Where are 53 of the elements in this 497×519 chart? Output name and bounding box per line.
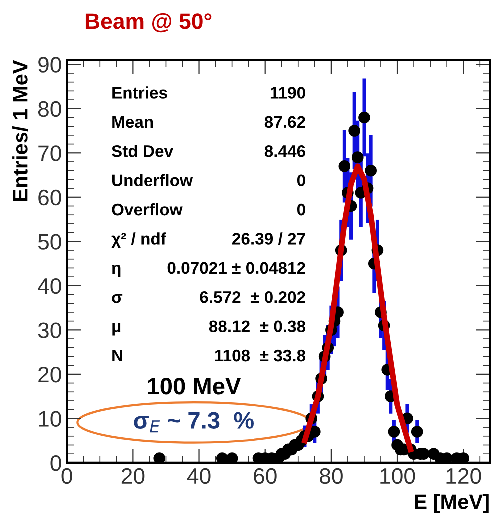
point bbox=[388, 426, 400, 438]
point bbox=[358, 112, 370, 124]
annotation: 88.12 ± 0.38 bbox=[209, 320, 306, 333]
y-tick-label: 40 bbox=[38, 278, 62, 294]
annotation: Mean bbox=[112, 116, 154, 128]
y-tick-label: 70 bbox=[38, 146, 62, 162]
point bbox=[154, 452, 166, 463]
annotation: 87.62 bbox=[264, 116, 306, 128]
annotation: 0 bbox=[297, 174, 306, 187]
annotation: 6.572 ± 0.202 bbox=[200, 292, 306, 304]
y-tick-label: 90 bbox=[38, 57, 62, 73]
y-tick-label: 60 bbox=[38, 190, 62, 206]
annotation: 0.07021 ± 0.04812 bbox=[168, 262, 306, 274]
annotation: 100 MeV bbox=[148, 378, 242, 395]
annotation: 8.446 bbox=[264, 146, 306, 158]
point bbox=[352, 152, 364, 164]
annotation: 26.39 / 27 bbox=[232, 232, 306, 246]
annotation: 1190 bbox=[270, 87, 306, 99]
point bbox=[216, 452, 228, 463]
x-tick-label: 0 bbox=[62, 468, 72, 484]
annotation: σ$_{E}$ ~ 7.3 % bbox=[134, 412, 254, 433]
y-tick-label: 20 bbox=[38, 366, 62, 383]
point bbox=[309, 426, 321, 438]
annotation: Entries bbox=[112, 86, 168, 99]
x-tick-label: 80 bbox=[320, 468, 343, 484]
point bbox=[226, 452, 238, 463]
point bbox=[338, 160, 351, 172]
y-tick-label: 10 bbox=[39, 411, 62, 427]
annotation: σ bbox=[112, 294, 123, 304]
annotation: 1108 ± 33.8 bbox=[215, 350, 306, 362]
x-tick-label: 100 bbox=[380, 468, 416, 484]
y-tick-label: 50 bbox=[38, 234, 62, 250]
point bbox=[365, 164, 377, 177]
x-axis-title: E [MeV] bbox=[415, 494, 489, 514]
chart-title: Beam @ 50° bbox=[86, 13, 212, 33]
annotation: μ bbox=[112, 324, 121, 336]
annotation: χ² / ndf bbox=[112, 232, 166, 248]
annotation: η bbox=[112, 264, 121, 278]
point bbox=[348, 125, 360, 137]
x-tick-label: 40 bbox=[187, 468, 211, 484]
point bbox=[411, 426, 424, 438]
y-axis-title: Entries/ 1 MeV bbox=[12, 60, 28, 202]
annotation: Underflow bbox=[112, 174, 194, 187]
y-tick-label: 0 bbox=[50, 455, 62, 472]
x-tick-label: 120 bbox=[446, 468, 482, 484]
annotation: Std Dev bbox=[112, 145, 174, 158]
x-tick-label: 20 bbox=[122, 468, 145, 484]
annotation: N bbox=[112, 350, 122, 362]
y-tick-label: 30 bbox=[38, 322, 62, 338]
annotation: 0 bbox=[297, 204, 306, 216]
annotation: Overflow bbox=[112, 203, 183, 216]
y-tick-label: 80 bbox=[38, 101, 62, 118]
x-tick-label: 60 bbox=[254, 468, 277, 484]
